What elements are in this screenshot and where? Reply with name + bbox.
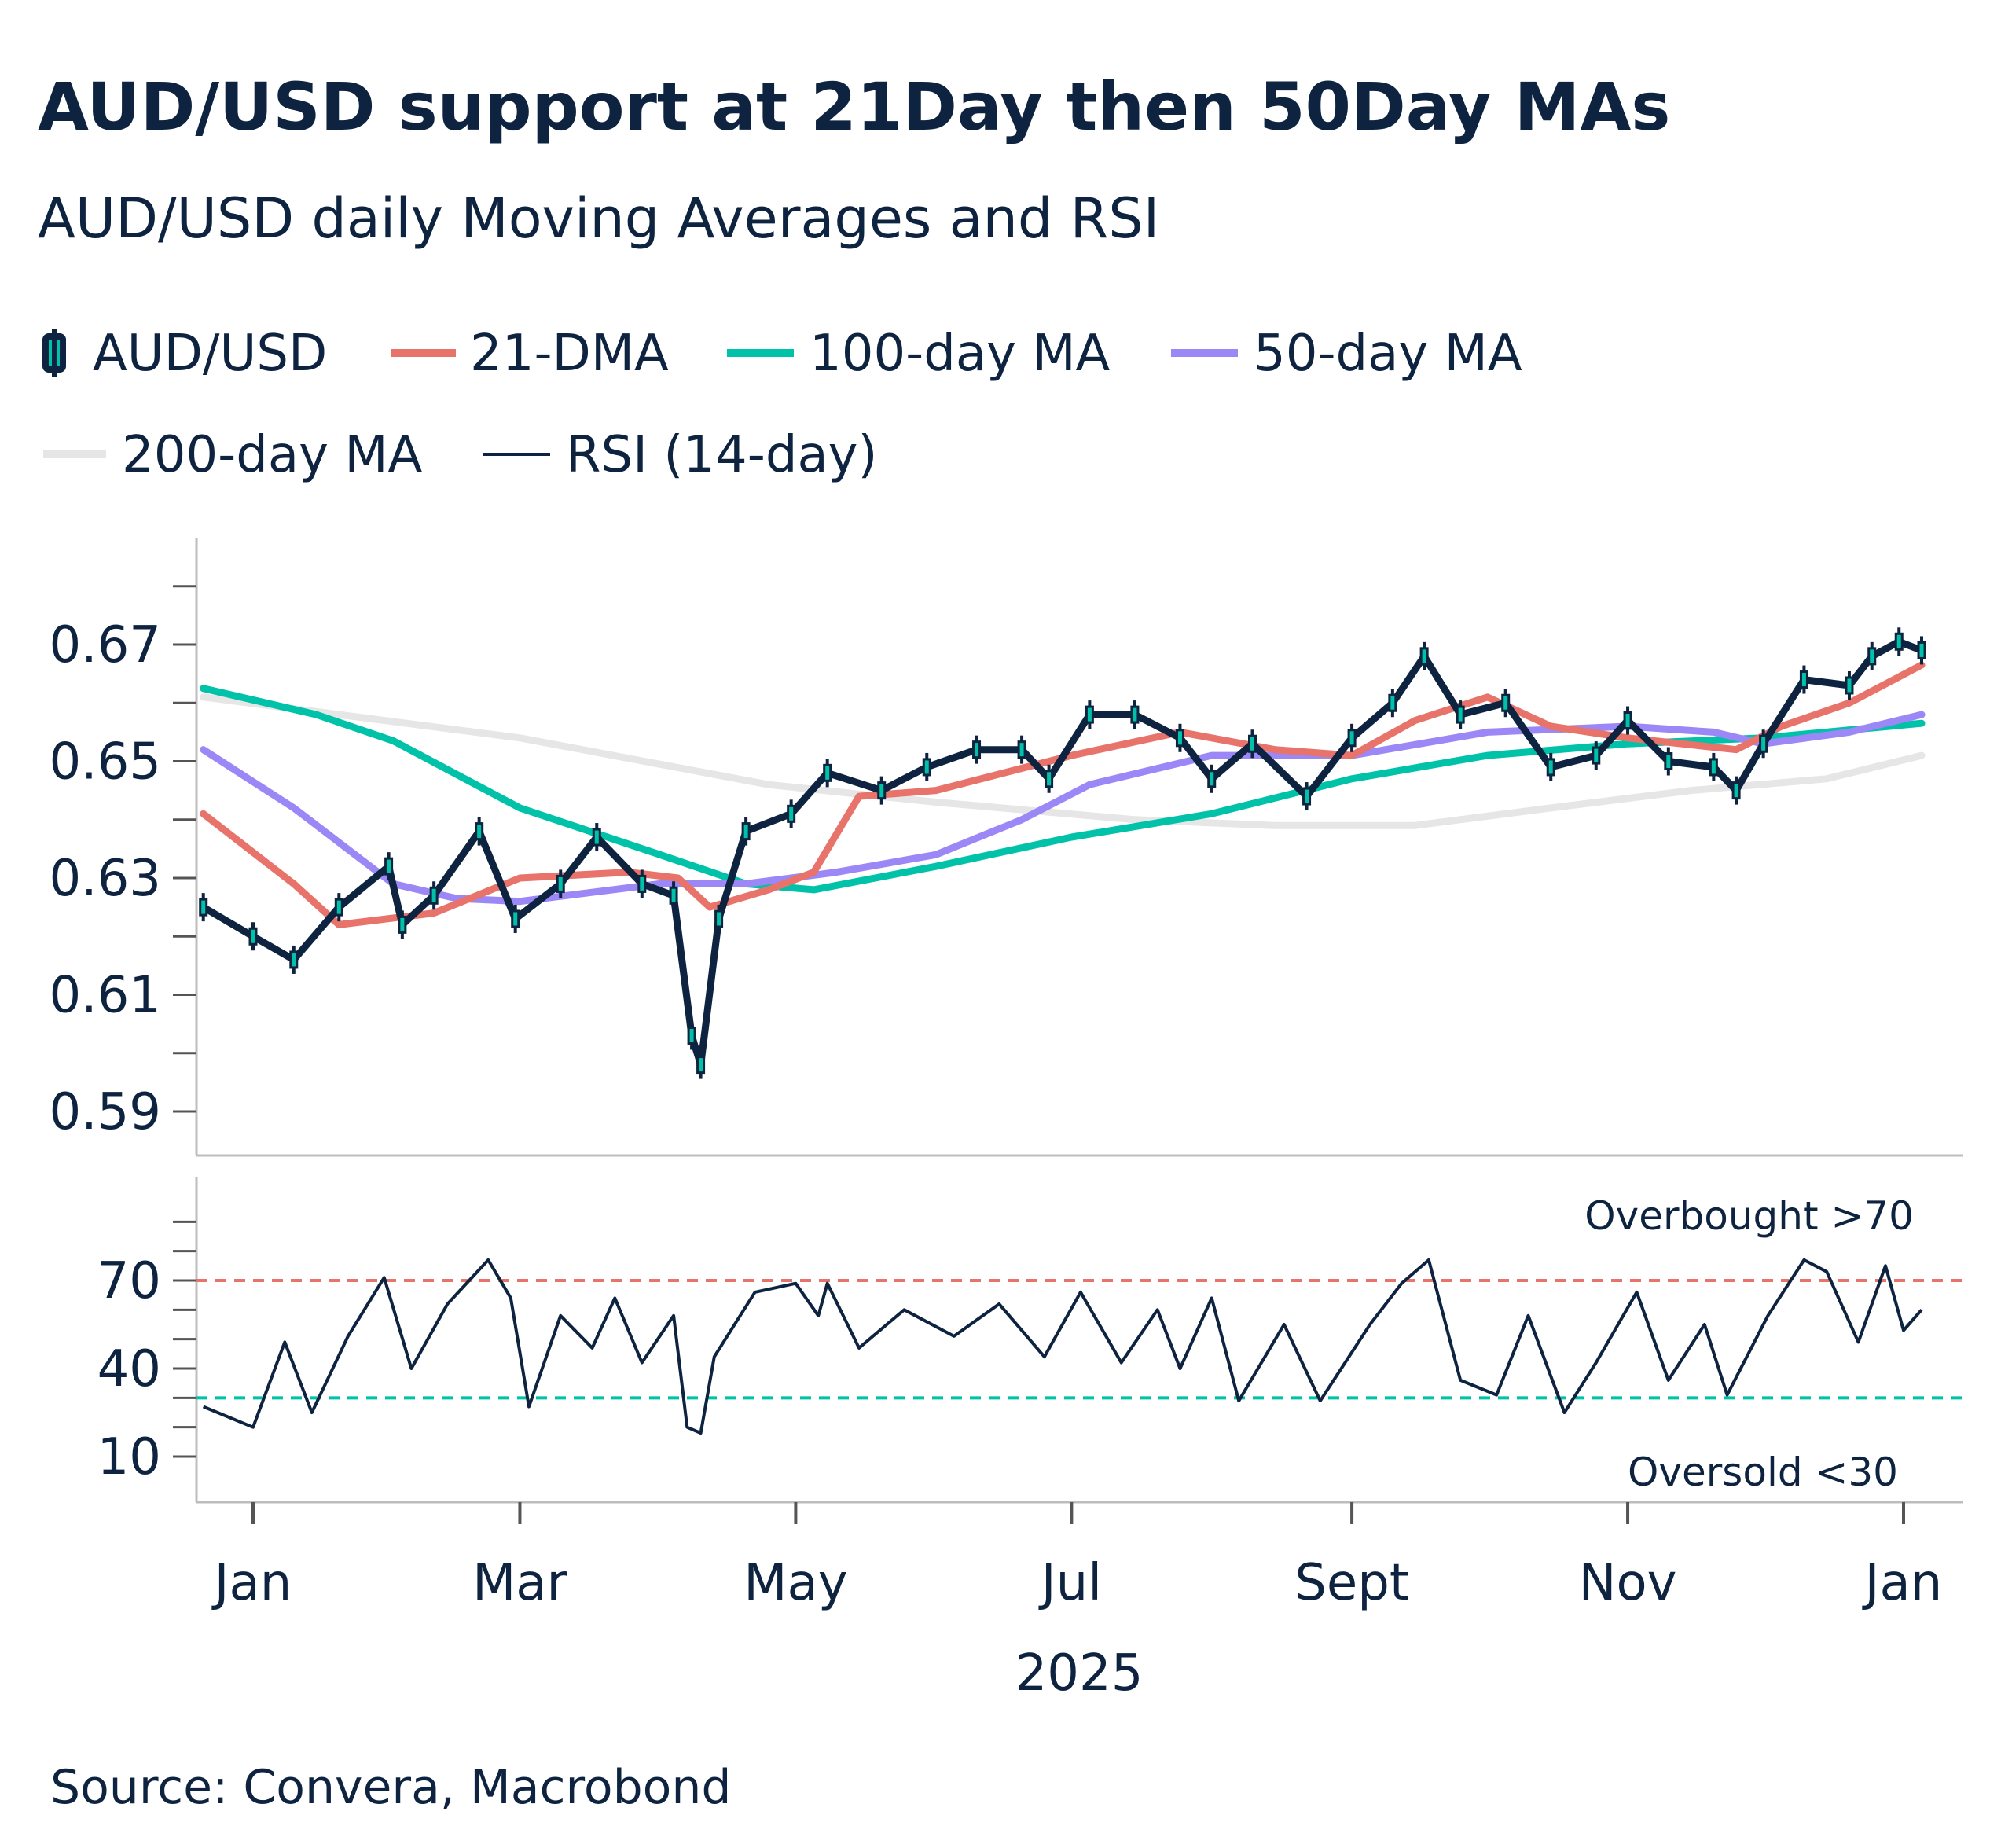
candle-body xyxy=(1845,676,1854,695)
candle-body xyxy=(687,1026,696,1045)
candle-body xyxy=(669,886,678,905)
candle-body xyxy=(1388,693,1397,712)
legend-item-21dma: 21-DMA xyxy=(391,325,669,383)
candle-body xyxy=(1731,781,1741,800)
legend-item-audusd: AUD/USD xyxy=(42,325,327,383)
candle-body xyxy=(475,822,484,841)
series-50-day-ma xyxy=(200,711,1926,906)
x-axis-label: 2025 xyxy=(1015,1644,1144,1703)
candle-body xyxy=(556,874,565,893)
y-tick-label: 40 xyxy=(97,1340,161,1398)
candle-body xyxy=(1175,729,1184,748)
candle-body xyxy=(1207,770,1217,788)
rsi-panel: 70 40 10 xyxy=(97,1177,1963,1504)
candle-body xyxy=(787,804,796,823)
candle-body xyxy=(823,763,832,782)
x-tick-label: Mar xyxy=(472,1554,567,1612)
x-tick-label: Jan xyxy=(211,1554,292,1612)
chart-title: AUD/USD support at 21Day then 50Day MAs xyxy=(38,68,1670,145)
candle-body xyxy=(199,898,208,917)
candle-body xyxy=(714,909,724,928)
candle-body xyxy=(741,822,751,841)
candle-body xyxy=(1085,705,1094,724)
candle-body xyxy=(1894,632,1904,651)
candle-body xyxy=(248,927,258,946)
x-tick-label: Jul xyxy=(1038,1554,1102,1612)
candle-body xyxy=(1130,705,1140,724)
candle-body xyxy=(1248,734,1258,753)
candle-body xyxy=(1917,641,1926,659)
legend-item-rsi: RSI (14-day) xyxy=(483,426,878,484)
candle-body xyxy=(384,857,394,876)
chart-subtitle: AUD/USD daily Moving Averages and RSI xyxy=(38,186,1159,251)
x-axis: Jan Mar May Jul Sept Nov Jan xyxy=(211,1502,1943,1612)
y-tick-label: 10 xyxy=(97,1428,161,1486)
candle-body xyxy=(334,898,343,917)
candle-body xyxy=(1592,746,1601,765)
candle-body xyxy=(637,874,647,893)
y-tick-label: 0.65 xyxy=(50,733,162,792)
legend-item-200dma: 200-day MA xyxy=(43,426,423,484)
y-tick-label: 0.63 xyxy=(50,850,162,908)
candle-body xyxy=(1017,740,1026,759)
candle-body xyxy=(1867,647,1877,666)
x-tick-label: Jan xyxy=(1862,1554,1943,1612)
legend-item-50dma: 50-day MA xyxy=(1171,325,1522,383)
series-rsi xyxy=(202,1258,1923,1435)
legend-label: 21-DMA xyxy=(470,325,669,383)
legend-label: 200-day MA xyxy=(122,426,423,484)
series-100-day-ma xyxy=(200,685,1926,894)
x-tick-label: Sept xyxy=(1294,1554,1409,1612)
candle-body xyxy=(1664,752,1673,770)
candle-body xyxy=(696,1056,706,1075)
candle-body xyxy=(922,758,931,777)
oversold-label: Oversold <30 xyxy=(1628,1449,1898,1495)
candle-body xyxy=(289,950,299,969)
y-tick-label: 0.59 xyxy=(50,1083,162,1141)
series-audusd xyxy=(201,637,1923,1069)
overbought-label: Overbought >70 xyxy=(1584,1193,1914,1239)
legend-item-100dma: 100-day MA xyxy=(727,325,1111,383)
legend: AUD/USD 21-DMA 100-day MA 50-day MA 200-… xyxy=(42,325,1522,484)
candle-body xyxy=(1799,670,1808,689)
candle-body xyxy=(1623,711,1632,730)
candle-body xyxy=(1302,787,1312,806)
legend-label: AUD/USD xyxy=(93,325,327,383)
candle-body xyxy=(1456,705,1465,724)
candle-body xyxy=(1709,758,1718,777)
candle-body xyxy=(1759,734,1768,753)
candle-body xyxy=(1419,647,1429,666)
candle-body xyxy=(877,781,887,800)
x-tick-label: May xyxy=(743,1554,847,1612)
legend-label: 50-day MA xyxy=(1254,325,1522,383)
legend-label: RSI (14-day) xyxy=(566,426,878,484)
price-panel: 0.67 0.65 0.63 0.61 0.59 xyxy=(50,538,1963,1157)
candle-body xyxy=(429,886,439,905)
legend-label: 100-day MA xyxy=(810,325,1111,383)
candle-body xyxy=(1045,770,1054,788)
candle-body xyxy=(398,915,407,934)
x-tick-label: Nov xyxy=(1579,1554,1677,1612)
source-note: Source: Convera, Macrobond xyxy=(50,1760,731,1815)
candle-body xyxy=(1501,693,1511,712)
y-tick-label: 70 xyxy=(97,1252,161,1310)
candle-body xyxy=(511,909,520,928)
candle-body xyxy=(972,740,982,759)
candle-body xyxy=(1347,729,1357,748)
y-tick-label: 0.61 xyxy=(50,967,162,1025)
candle-body xyxy=(592,828,601,847)
y-tick-label: 0.67 xyxy=(50,616,162,674)
candle-body xyxy=(1546,758,1555,777)
